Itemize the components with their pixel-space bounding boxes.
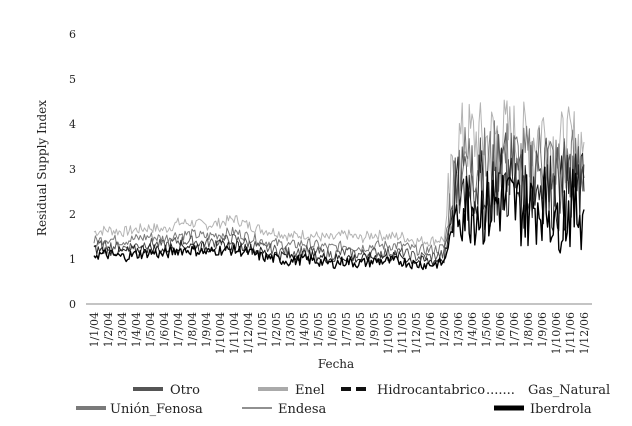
y-tick-label-4: 4 [69, 118, 76, 131]
x-tick-label-22: 1/11/05 [396, 312, 409, 354]
x-tick-label-28: 1/5/06 [480, 312, 493, 347]
x-tick-label-19: 1/8/05 [354, 312, 367, 347]
x-axis-title: Fecha [318, 357, 354, 371]
series-line-uni-n-fenosa [93, 120, 585, 256]
x-tick-label-23: 1/12/05 [410, 312, 423, 354]
x-tick-label-15: 1/4/05 [298, 312, 311, 347]
legend-label-enel: Enel [295, 383, 325, 398]
y-tick-label-0: 0 [69, 298, 76, 311]
x-tick-label-34: 1/11/06 [564, 312, 577, 354]
legend-swatch-gas-natural: ....... [486, 383, 515, 398]
x-tick-label-33: 1/10/06 [550, 312, 563, 354]
x-tick-label-31: 1/8/06 [522, 312, 535, 347]
x-tick-label-12: 1/1/05 [256, 312, 269, 347]
legend-label-gas-natural: Gas_Natural [528, 383, 610, 398]
y-axis-title: Residual Supply Index [35, 100, 49, 236]
x-tick-label-21: 1/10/05 [382, 312, 395, 354]
x-tick-label-4: 1/5/04 [144, 312, 157, 347]
x-tick-labels: 1/1/04 1/2/04 1/3/04 1/4/04 1/5/04 1/6/04 1/7/… [88, 312, 591, 354]
x-tick-label-9: 1/10/04 [214, 312, 227, 354]
y-tick-label-6: 6 [69, 28, 76, 41]
x-tick-label-2: 1/3/04 [116, 312, 129, 347]
x-tick-label-24: 1/1/06 [424, 312, 437, 347]
x-tick-label-8: 1/9/04 [200, 312, 213, 347]
legend-label-iberdrola: Iberdrola [530, 402, 592, 417]
x-tick-label-26: 1/3/06 [452, 312, 465, 347]
series-line-otro [93, 132, 585, 262]
x-tick-label-27: 1/4/06 [466, 312, 479, 347]
y-tick-labels: 0 1 2 3 4 5 6 [69, 28, 76, 311]
series-line-iberdrola [93, 166, 585, 271]
x-tick-label-13: 1/2/05 [270, 312, 283, 347]
x-tick-label-1: 1/2/04 [102, 312, 115, 347]
y-tick-label-3: 3 [69, 163, 76, 176]
y-tick-label-5: 5 [69, 73, 76, 86]
x-tick-label-10: 1/11/04 [228, 312, 241, 354]
y-tick-label-1: 1 [69, 253, 76, 266]
x-tick-label-20: 1/9/05 [368, 312, 381, 347]
legend-label-endesa: Endesa [278, 402, 327, 417]
x-tick-label-6: 1/7/04 [172, 312, 185, 347]
x-tick-label-25: 1/2/06 [438, 312, 451, 347]
legend-label-hidrocantabrico: Hidrocantabrico [377, 383, 485, 398]
x-tick-label-30: 1/7/06 [508, 312, 521, 347]
legend: Otro Enel Hidrocantabrico ....... Gas_Na… [76, 383, 610, 417]
x-tick-label-11: 1/12/04 [242, 312, 255, 354]
x-tick-label-18: 1/7/05 [340, 312, 353, 347]
series-lines [93, 99, 585, 271]
x-tick-label-35: 1/12/06 [578, 312, 591, 354]
series-line-endesa [93, 148, 585, 266]
legend-label-union-fenosa: Unión_Fenosa [110, 402, 203, 417]
x-tick-label-17: 1/6/05 [326, 312, 339, 347]
x-tick-label-5: 1/6/04 [158, 312, 171, 347]
y-tick-label-2: 2 [69, 208, 76, 221]
legend-label-otro: Otro [170, 383, 200, 398]
x-tick-label-32: 1/9/06 [536, 312, 549, 347]
x-tick-label-7: 1/8/04 [186, 312, 199, 347]
x-tick-label-29: 1/6/06 [494, 312, 507, 347]
x-tick-label-0: 1/1/04 [88, 312, 101, 347]
x-tick-label-3: 1/4/04 [130, 312, 143, 347]
x-tick-label-16: 1/5/05 [312, 312, 325, 347]
x-tick-label-14: 1/3/05 [284, 312, 297, 347]
